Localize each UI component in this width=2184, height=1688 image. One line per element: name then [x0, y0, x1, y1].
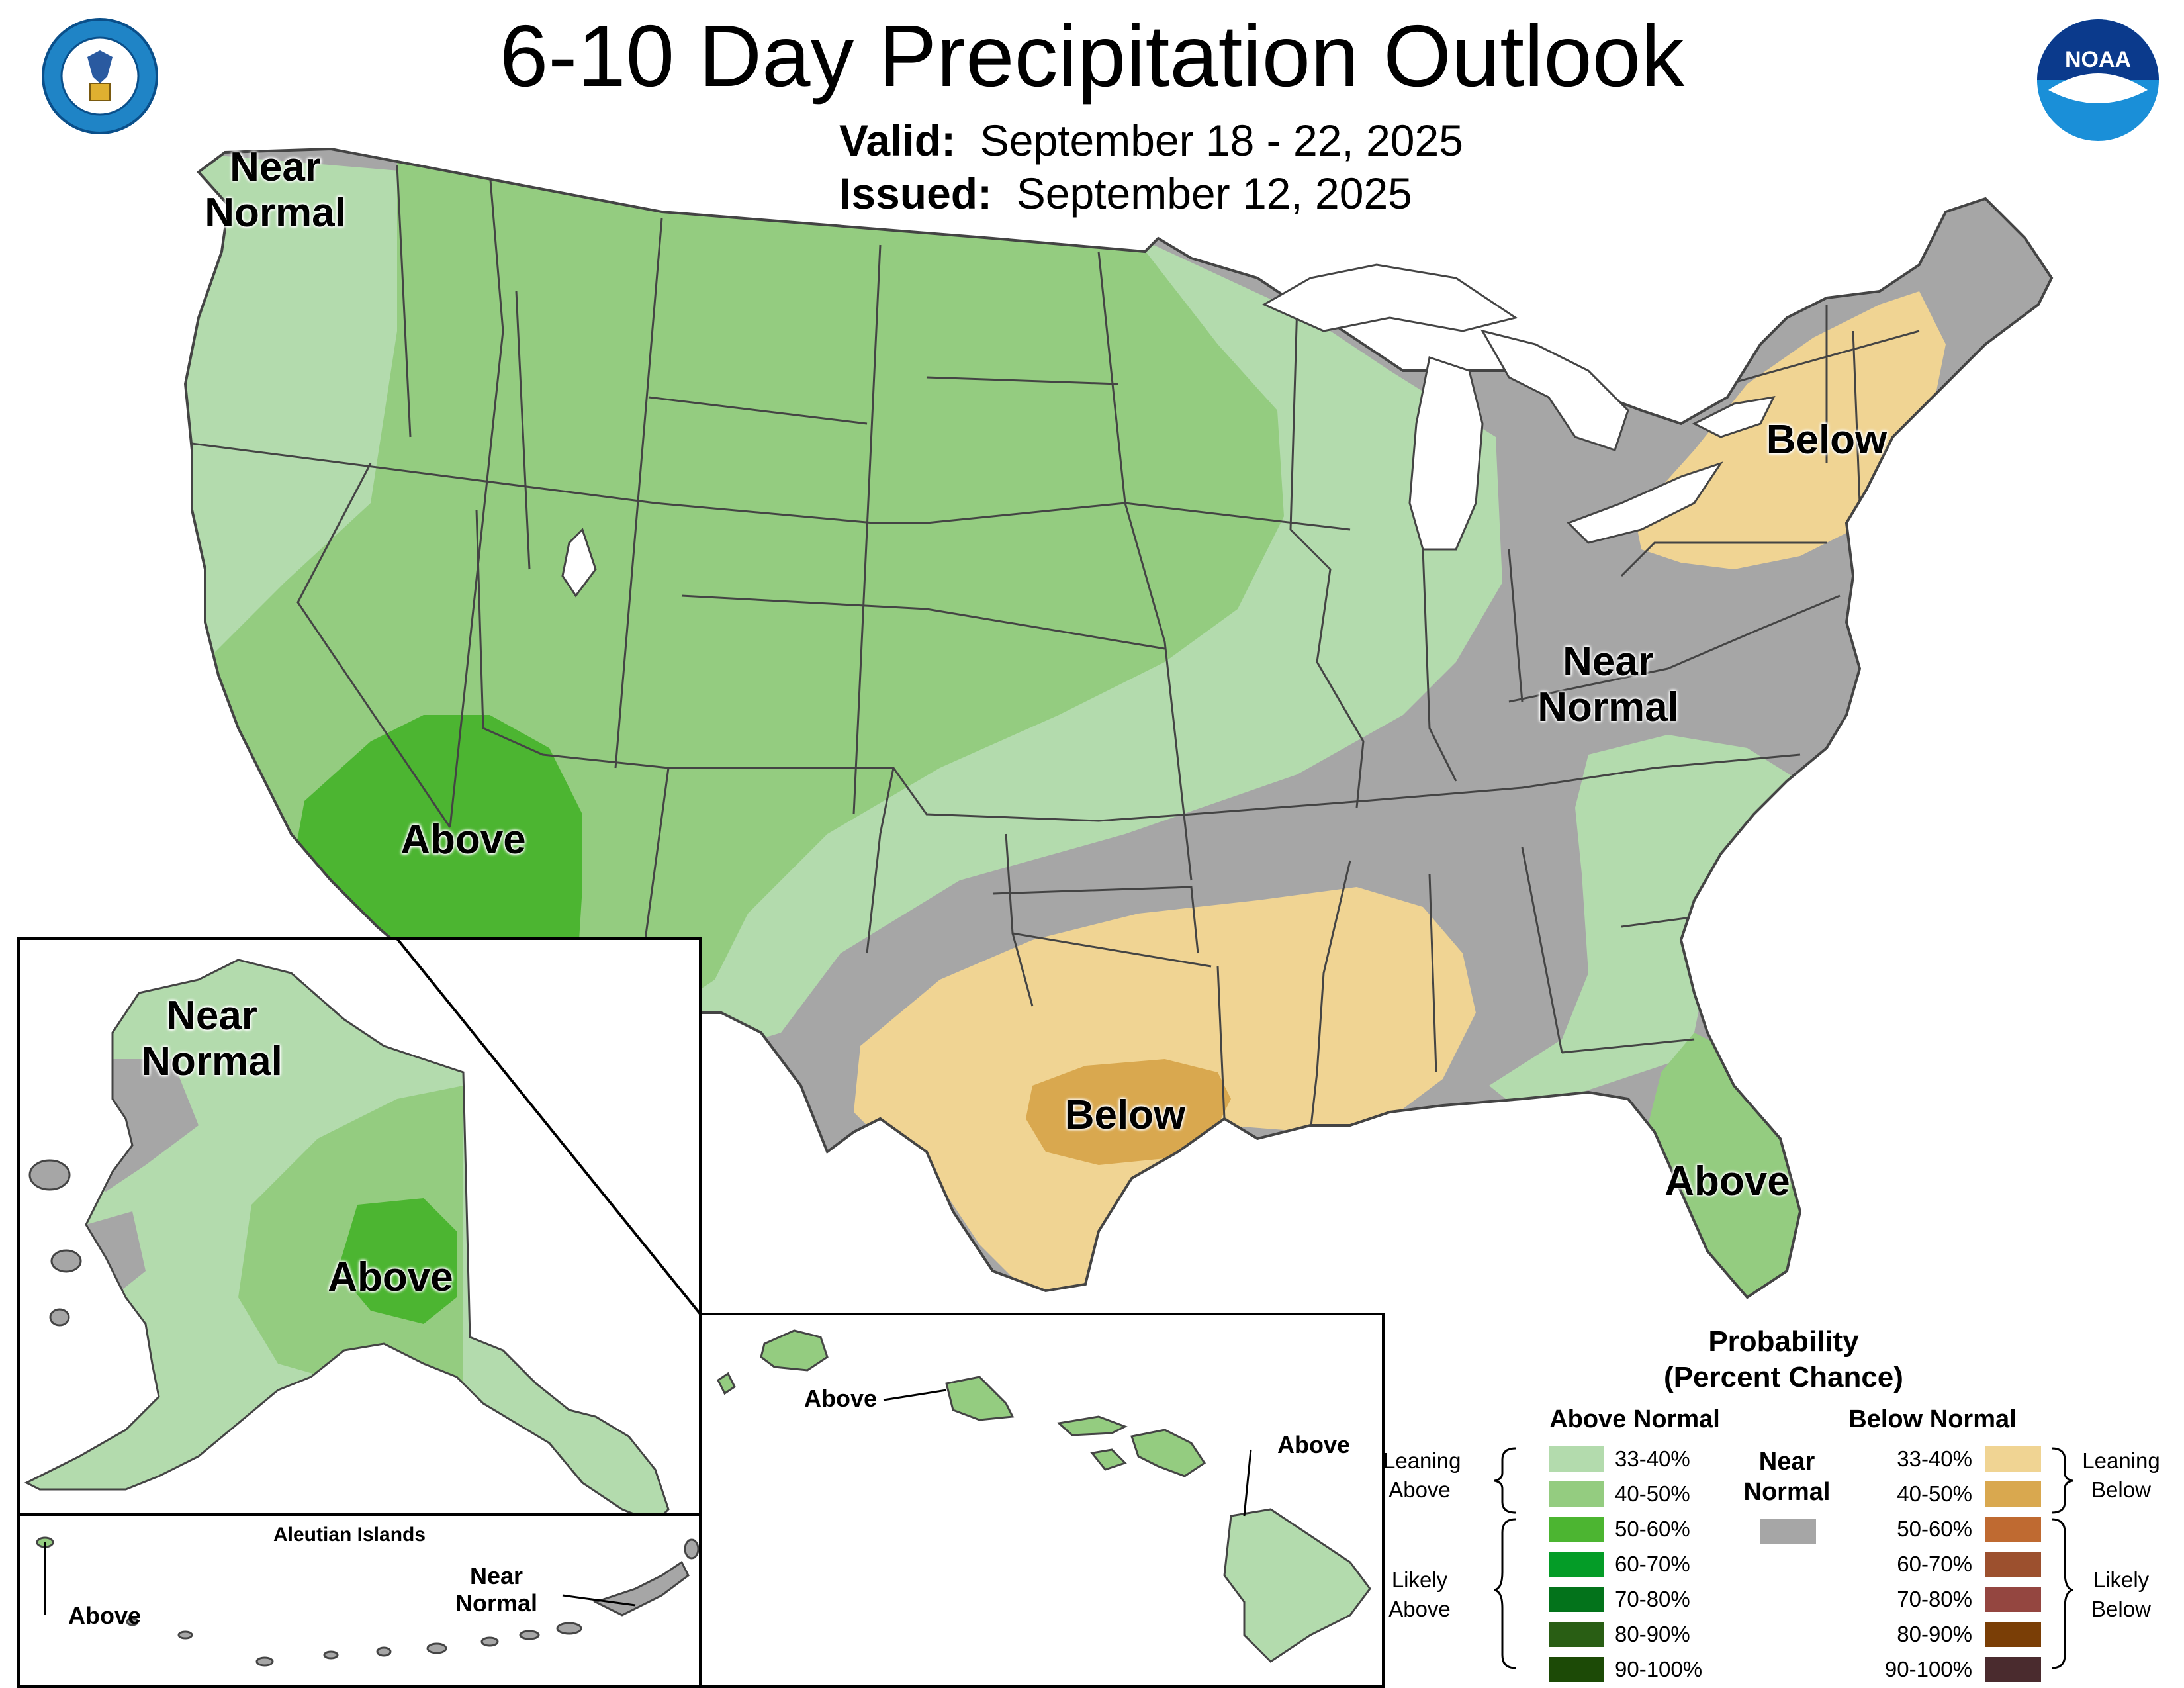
commerce-seal-logo — [41, 17, 159, 135]
leaning-above-line1: Leaning — [1383, 1448, 1461, 1473]
below-range-4: 70-80% — [1897, 1587, 1972, 1611]
ak-normal-label: Normal — [141, 1039, 283, 1085]
legend-braces — [1494, 1447, 2073, 1669]
ak-near-normal-label: Near Normal — [119, 993, 304, 1085]
valid-value: September 18 - 22, 2025 — [979, 116, 1463, 165]
above-range-0: 33-40% — [1615, 1446, 1690, 1471]
likely-above-line1: Likely — [1391, 1568, 1448, 1592]
above-swatch-1 — [1549, 1481, 1604, 1507]
above-swatch-3 — [1549, 1552, 1604, 1577]
ak-above-label: Above — [328, 1254, 453, 1300]
legend-title: Probability (Percent Chance) — [1383, 1324, 2184, 1395]
leaning-above-label: Leaning Above — [1383, 1446, 1461, 1505]
nw-near-normal-label: Near Normal — [196, 144, 355, 236]
below-range-5: 80-90% — [1897, 1622, 1972, 1646]
noaa-logo-text: NOAA — [2065, 47, 2131, 72]
above-swatch-0 — [1549, 1446, 1604, 1472]
near-header-line1: Near — [1758, 1448, 1815, 1476]
above-normal-header: Above Normal — [1549, 1405, 1720, 1433]
sw-above-label: Above — [400, 817, 526, 863]
likely-below-label: Likely Below — [2071, 1566, 2171, 1624]
east-near-label: Near — [1563, 639, 1654, 684]
above-range-6: 90-100% — [1615, 1657, 1703, 1681]
below-swatch-4 — [1985, 1587, 2041, 1612]
above-swatch-5 — [1549, 1622, 1604, 1647]
likely-above-label: Likely Above — [1383, 1566, 1456, 1624]
below-range-2: 50-60% — [1897, 1517, 1972, 1541]
below-swatch-5 — [1985, 1622, 2041, 1647]
east-normal-label: Normal — [1537, 684, 1679, 731]
aleutian-near-normal-label: Near Normal — [437, 1562, 556, 1617]
noaa-logo: NOAA — [2035, 17, 2161, 143]
above-range-1: 40-50% — [1615, 1481, 1690, 1506]
aleutian-normal-label: Normal — [455, 1589, 538, 1617]
likely-below-line2: Below — [2091, 1597, 2151, 1621]
above-swatch-4 — [1549, 1587, 1604, 1612]
east-near-normal-label: Near Normal — [1516, 639, 1701, 731]
below-range-1: 40-50% — [1897, 1481, 1972, 1506]
issued-label: Issued: — [839, 169, 993, 218]
above-swatch-2 — [1549, 1517, 1604, 1542]
above-range-3: 60-70% — [1615, 1552, 1690, 1576]
leaning-below-label: Leaning Below — [2071, 1446, 2171, 1505]
valid-label: Valid: — [839, 116, 956, 165]
below-swatch-6 — [1985, 1657, 2041, 1682]
aleutian-title: Aleutian Islands — [273, 1524, 426, 1546]
valid-line: Valid: September 18 - 22, 2025 — [839, 114, 1463, 167]
below-swatch-1 — [1985, 1481, 2041, 1507]
south-below-label: Below — [1064, 1092, 1186, 1138]
above-range-2: 50-60% — [1615, 1517, 1690, 1541]
hi-above-label-2: Above — [1277, 1431, 1351, 1458]
page-title: 6-10 Day Precipitation Outlook — [499, 7, 1685, 105]
above-range-5: 80-90% — [1615, 1622, 1690, 1646]
below-swatch-3 — [1985, 1552, 2041, 1577]
aleutian-near-label: Near — [469, 1562, 523, 1589]
hi-above-label-1: Above — [803, 1385, 878, 1412]
below-swatch-0 — [1985, 1446, 2041, 1472]
below-swatch-2 — [1985, 1517, 2041, 1542]
above-swatch-6 — [1549, 1657, 1604, 1682]
below-normal-header: Below Normal — [1848, 1405, 2017, 1433]
likely-above-line2: Above — [1388, 1597, 1451, 1621]
leaning-above-line2: Above — [1388, 1477, 1451, 1502]
issued-value: September 12, 2025 — [1016, 169, 1412, 218]
aleutian-above-label: Above — [68, 1602, 142, 1629]
leaning-below-line2: Below — [2091, 1477, 2151, 1502]
below-range-0: 33-40% — [1897, 1446, 1972, 1471]
legend: Probability (Percent Chance) Above Norma… — [1383, 1314, 2184, 1688]
near-normal-swatch — [1760, 1519, 1816, 1544]
nw-near-label: Near — [230, 144, 321, 190]
above-range-4: 70-80% — [1615, 1587, 1690, 1611]
below-range-6: 90-100% — [1884, 1657, 1972, 1681]
near-header-line2: Normal — [1743, 1478, 1831, 1506]
ak-near-label: Near — [166, 993, 257, 1039]
likely-below-line1: Likely — [2093, 1568, 2150, 1592]
near-normal-header: Near Normal — [1734, 1446, 1840, 1507]
below-range-3: 60-70% — [1897, 1552, 1972, 1576]
nw-normal-label: Normal — [205, 190, 346, 236]
leaning-below-line1: Leaning — [2082, 1448, 2160, 1473]
legend-title-line1: Probability — [1708, 1325, 1859, 1358]
legend-title-line2: (Percent Chance) — [1664, 1361, 1903, 1393]
ne-below-label: Below — [1766, 417, 1888, 463]
fl-above-label: Above — [1664, 1158, 1790, 1204]
issued-line: Issued: September 12, 2025 — [839, 167, 1412, 220]
